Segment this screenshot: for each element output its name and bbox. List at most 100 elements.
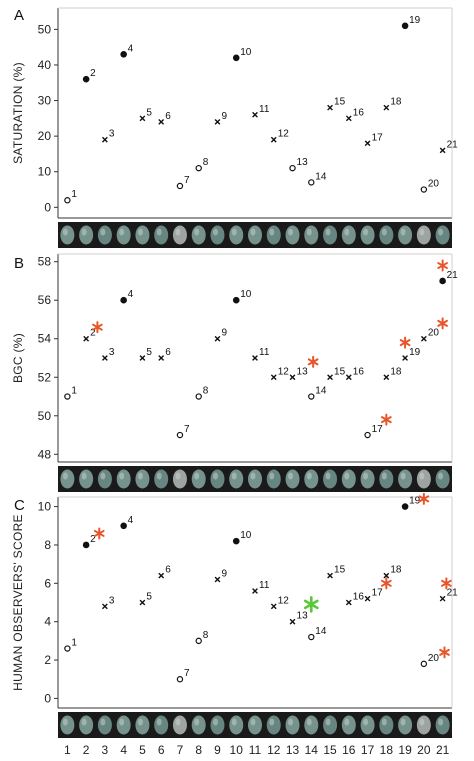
egg-highlight [62, 472, 68, 480]
egg-thumbnail [97, 469, 112, 489]
point-label: 15 [334, 565, 346, 576]
open-circle-marker [176, 182, 184, 190]
egg-highlight [306, 718, 312, 726]
egg-thumbnail [248, 469, 262, 489]
cross-marker [158, 119, 165, 125]
egg-highlight [119, 472, 125, 480]
cross-marker [383, 572, 390, 579]
point-label: 9 [221, 568, 227, 579]
point-label: 9 [221, 111, 227, 122]
open-circle-marker [64, 645, 71, 652]
cross-marker [345, 374, 352, 381]
egg-highlight [363, 472, 369, 480]
point-label: 1 [71, 386, 77, 397]
egg-thumbnail [210, 469, 225, 489]
point-label: 14 [315, 386, 327, 397]
filled-circle-marker [401, 503, 409, 510]
egg-thumbnail [154, 225, 169, 245]
egg-thumbnail [285, 225, 300, 245]
point-label: 5 [146, 592, 152, 603]
egg-highlight [137, 228, 143, 236]
cross-marker [139, 599, 146, 606]
egg-thumbnail [116, 469, 131, 489]
point-label: 9 [221, 328, 227, 339]
y-axis-label: HUMAN OBSERVERS' SCORE [11, 514, 25, 691]
x-tick-label: 16 [342, 743, 356, 757]
cross-marker [214, 576, 221, 583]
red-asterisk-marker [92, 321, 103, 334]
point-label: 4 [128, 289, 134, 300]
egg-thumbnail [79, 469, 94, 489]
x-tick-label: 4 [120, 743, 127, 757]
cross-marker [383, 374, 390, 381]
point-label: 5 [146, 347, 152, 358]
point-label: 10 [240, 47, 252, 58]
red-asterisk-marker [439, 646, 450, 659]
egg-highlight [137, 472, 143, 480]
egg-thumbnail [191, 715, 206, 735]
egg-highlight [100, 228, 106, 236]
x-tick-label: 6 [158, 743, 165, 757]
y-tick-label: 58 [38, 255, 52, 269]
point-label: 8 [203, 386, 209, 397]
cross-marker [327, 374, 333, 381]
point-label: 13 [297, 366, 309, 377]
cross-marker [214, 119, 221, 125]
point-label: 18 [390, 565, 402, 576]
egg-thumbnail [135, 469, 150, 489]
egg-highlight [194, 718, 200, 726]
filled-circle-marker [232, 537, 240, 545]
cross-marker [102, 355, 108, 361]
egg-highlight [344, 228, 350, 236]
filled-circle-marker [82, 541, 90, 549]
egg-highlight [419, 472, 425, 480]
egg-highlight [250, 472, 256, 480]
open-circle-marker [195, 637, 202, 645]
point-label: 16 [353, 592, 365, 603]
point-label: 12 [278, 129, 290, 140]
x-tick-label: 5 [139, 743, 146, 757]
point-label: 6 [165, 347, 171, 358]
egg-thumbnail [154, 469, 169, 489]
point-label: 16 [353, 366, 365, 377]
open-circle-marker [176, 431, 184, 439]
egg-highlight [306, 228, 312, 236]
y-tick-label: 6 [44, 576, 51, 590]
cross-marker [158, 355, 165, 361]
egg-thumbnail [135, 715, 150, 735]
point-label: 18 [390, 366, 402, 377]
egg-highlight [62, 718, 68, 726]
egg-thumbnail [398, 715, 413, 735]
red-asterisk-marker [399, 336, 411, 349]
filled-circle-marker [120, 50, 127, 58]
y-tick-label: 50 [38, 22, 52, 36]
egg-highlight [325, 228, 331, 236]
egg-thumbnail [172, 225, 187, 245]
cross-marker [289, 618, 296, 625]
y-tick-label: 40 [38, 58, 52, 72]
egg-highlight [231, 228, 237, 236]
egg-thumbnail [304, 715, 319, 735]
open-circle-marker [176, 676, 184, 683]
egg-thumbnail [341, 715, 356, 735]
egg-thumbnail [229, 469, 244, 489]
egg-highlight [325, 718, 331, 726]
egg-highlight [231, 718, 237, 726]
open-circle-marker [420, 660, 428, 668]
y-tick-label: 2 [44, 653, 51, 667]
egg-thumbnail [191, 225, 206, 245]
point-label: 2 [90, 534, 96, 545]
egg-thumbnail [398, 469, 413, 489]
egg-thumbnail [323, 715, 338, 735]
egg-thumbnail [435, 715, 450, 735]
egg-thumbnail [60, 225, 75, 245]
point-label: 11 [259, 347, 270, 358]
y-axis-label: BGC (%) [11, 333, 25, 383]
point-label: 6 [165, 565, 171, 576]
egg-highlight [288, 228, 294, 236]
open-circle-marker [308, 179, 315, 186]
egg-thumbnail [435, 225, 450, 245]
x-tick-label: 7 [177, 743, 184, 757]
y-axis-label: SATURATION (%) [11, 62, 25, 164]
